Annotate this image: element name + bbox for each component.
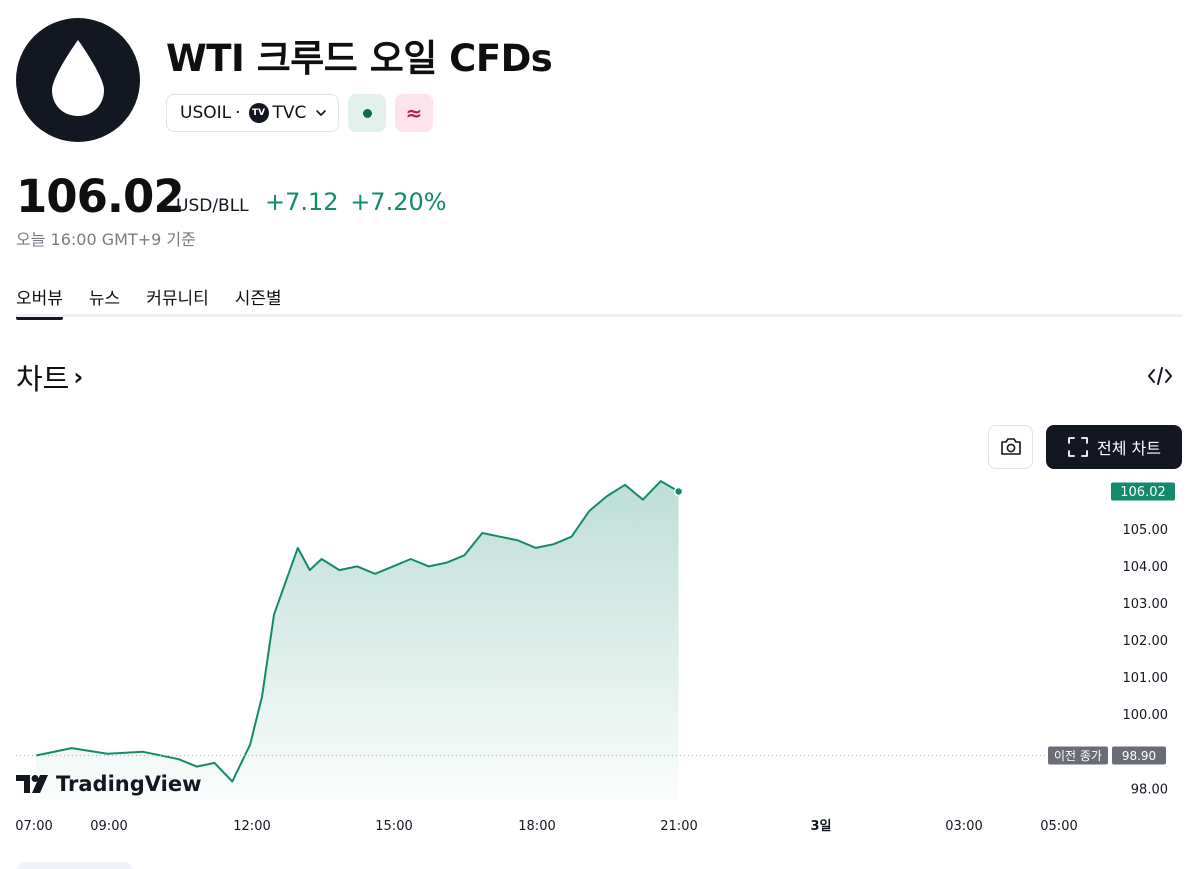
camera-icon (1000, 438, 1021, 455)
x-axis-tick-label: 03:00 (945, 819, 982, 834)
y-axis-tick-label: 98.00 (1131, 782, 1168, 797)
watermark-text: TradingView (56, 772, 202, 796)
y-axis-tick-label: 101.00 (1123, 671, 1169, 686)
price-chart[interactable]: 이전 종가 98.90 106.02 105.00 104.00 103.00 102.00… (0, 470, 1200, 840)
page-title: WTI 크루드 오일 CFDs (166, 37, 553, 80)
symbol-selector[interactable]: USOIL · TV TVC (166, 94, 339, 132)
full-chart-label: 전체 차트 (1097, 439, 1161, 458)
y-axis-tick-label: 103.00 (1123, 597, 1169, 612)
chart-section-title: 차트 (16, 362, 70, 396)
exchange-logo-icon: TV (248, 103, 269, 123)
x-axis-tick-label: 12:00 (233, 819, 270, 834)
x-axis-tick-label: 3일 (810, 819, 831, 834)
x-axis-tick-label: 18:00 (518, 819, 555, 834)
chevron-right-icon: › (73, 363, 84, 391)
tab-bar: 오버뷰 뉴스 커뮤니티 시즌별 (16, 284, 282, 320)
y-axis-tick-label: 100.00 (1123, 708, 1169, 723)
price-change: +7.12 +7.20% (265, 188, 447, 216)
change-value: +7.12 (265, 188, 339, 216)
previous-close-title: 이전 종가 (1054, 749, 1102, 763)
x-axis-tick-label: 07:00 (15, 819, 52, 834)
exchange-label: TVC (272, 103, 307, 123)
last-price-marker (673, 486, 684, 497)
last-price: 106.02 (16, 170, 185, 223)
next-section-pill[interactable] (16, 862, 134, 869)
market-status-dot-icon (362, 108, 372, 118)
symbol-label: USOIL (180, 103, 232, 123)
previous-close-value-tag (1112, 746, 1166, 765)
change-percent: +7.20% (350, 188, 447, 216)
tab-news[interactable]: 뉴스 (88, 289, 121, 309)
last-price-tag (1111, 482, 1175, 501)
tradingview-logo-icon (16, 775, 48, 793)
market-open-badge[interactable] (348, 94, 386, 132)
delayed-data-badge[interactable]: ≈ (395, 94, 433, 132)
chart-section-link[interactable]: 차트 › (16, 356, 83, 398)
tradingview-watermark: TradingView (16, 772, 201, 796)
quote-timestamp: 오늘 16:00 GMT+9 기준 (16, 230, 196, 249)
oil-drop-icon (16, 18, 140, 142)
fullscreen-icon (1068, 437, 1088, 457)
snapshot-button[interactable] (988, 425, 1033, 469)
tab-community[interactable]: 커뮤니티 (146, 289, 209, 309)
chevron-down-icon (316, 110, 326, 116)
previous-close-value: 98.90 (1122, 749, 1156, 763)
tab-overview[interactable]: 오버뷰 (16, 284, 63, 320)
x-axis-tick-label: 21:00 (660, 819, 697, 834)
price-line (35, 480, 680, 783)
price-area-fill (36, 481, 679, 800)
oil-drop-icon-graphic (52, 40, 104, 116)
x-axis-tick-label: 05:00 (1040, 819, 1077, 834)
tabs-divider (16, 314, 1182, 317)
y-axis-tick-label: 105.00 (1123, 523, 1169, 538)
x-axis-tick-label: 09:00 (90, 819, 127, 834)
y-axis-tick-label: 104.00 (1123, 560, 1169, 575)
y-axis-tick-label: 102.00 (1123, 634, 1169, 649)
price-currency: USD/BLL (176, 196, 249, 216)
separator: · (235, 103, 241, 123)
x-axis-tick-label: 15:00 (375, 819, 412, 834)
code-embed-icon[interactable] (1146, 365, 1174, 387)
tab-seasonals[interactable]: 시즌별 (234, 289, 282, 309)
previous-close-tag (1048, 746, 1108, 765)
full-chart-button[interactable]: 전체 차트 (1046, 425, 1182, 469)
last-price-tag-label: 106.02 (1120, 485, 1166, 500)
